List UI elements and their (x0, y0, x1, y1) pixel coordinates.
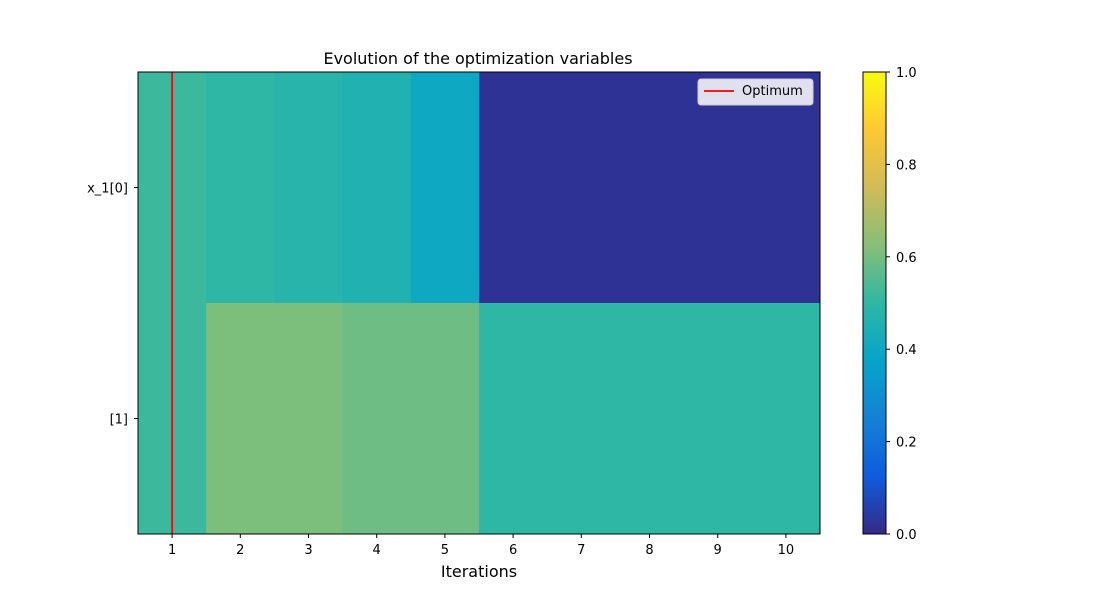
x-tick-label: 5 (441, 543, 449, 558)
heatmap-cell (410, 72, 480, 304)
heatmap-cell (342, 303, 412, 535)
y-tick-label: [1] (110, 413, 128, 428)
x-tick-label: 4 (373, 543, 381, 558)
heatmap-cell (206, 303, 275, 535)
colorbar-tick-label: 0.2 (896, 436, 917, 451)
x-tick-label: 2 (236, 543, 244, 558)
x-tick-label: 6 (509, 543, 517, 558)
plot-frame (137, 71, 821, 535)
heatmap-cell (615, 303, 685, 535)
legend: Optimum (697, 78, 814, 106)
legend-box (697, 78, 814, 106)
x-tick-label: 8 (645, 543, 653, 558)
heatmap-cell (479, 303, 548, 535)
x-tick-label: 1 (168, 543, 176, 558)
heatmap-cell (751, 72, 821, 304)
heatmap-cell (410, 303, 480, 535)
heatmap-cell (683, 303, 753, 535)
y-axis-ticks: x_1[0] [1] (87, 182, 138, 428)
colorbar-tick-label: 1.0 (896, 66, 917, 81)
colorbar-tick-label: 0.0 (896, 528, 917, 543)
x-tick-label: 10 (778, 543, 795, 558)
x-tick-label: 9 (714, 543, 722, 558)
chart-title: Evolution of the optimization variables (323, 49, 632, 68)
heatmap-cell (342, 72, 412, 304)
heatmap-cell (479, 72, 548, 304)
heatmap-cell (751, 303, 821, 535)
heatmap-cell (274, 303, 344, 535)
colorbar-tick-label: 0.4 (896, 343, 917, 358)
x-tick-label: 3 (304, 543, 312, 558)
heatmap-cell (274, 72, 344, 304)
colorbar-ticks: 0.0 0.2 0.4 0.6 0.8 1.0 (886, 66, 917, 543)
heatmap-cell (615, 72, 685, 304)
y-tick-label: x_1[0] (87, 182, 128, 197)
colorbar-tick-label: 0.6 (896, 251, 917, 266)
x-axis-ticks: 1 2 3 4 5 6 7 8 9 10 (168, 534, 794, 558)
heatmap-cell (547, 72, 616, 304)
colorbar-tick-label: 0.8 (896, 158, 917, 173)
legend-label: Optimum (742, 84, 803, 99)
heatmap-cells (138, 72, 821, 535)
heatmap-cell (206, 72, 275, 304)
x-tick-label: 7 (577, 543, 585, 558)
colorbar (862, 71, 887, 535)
heatmap-cell (547, 303, 616, 535)
x-axis-label: Iterations (441, 562, 517, 581)
heatmap-cell (683, 72, 753, 304)
